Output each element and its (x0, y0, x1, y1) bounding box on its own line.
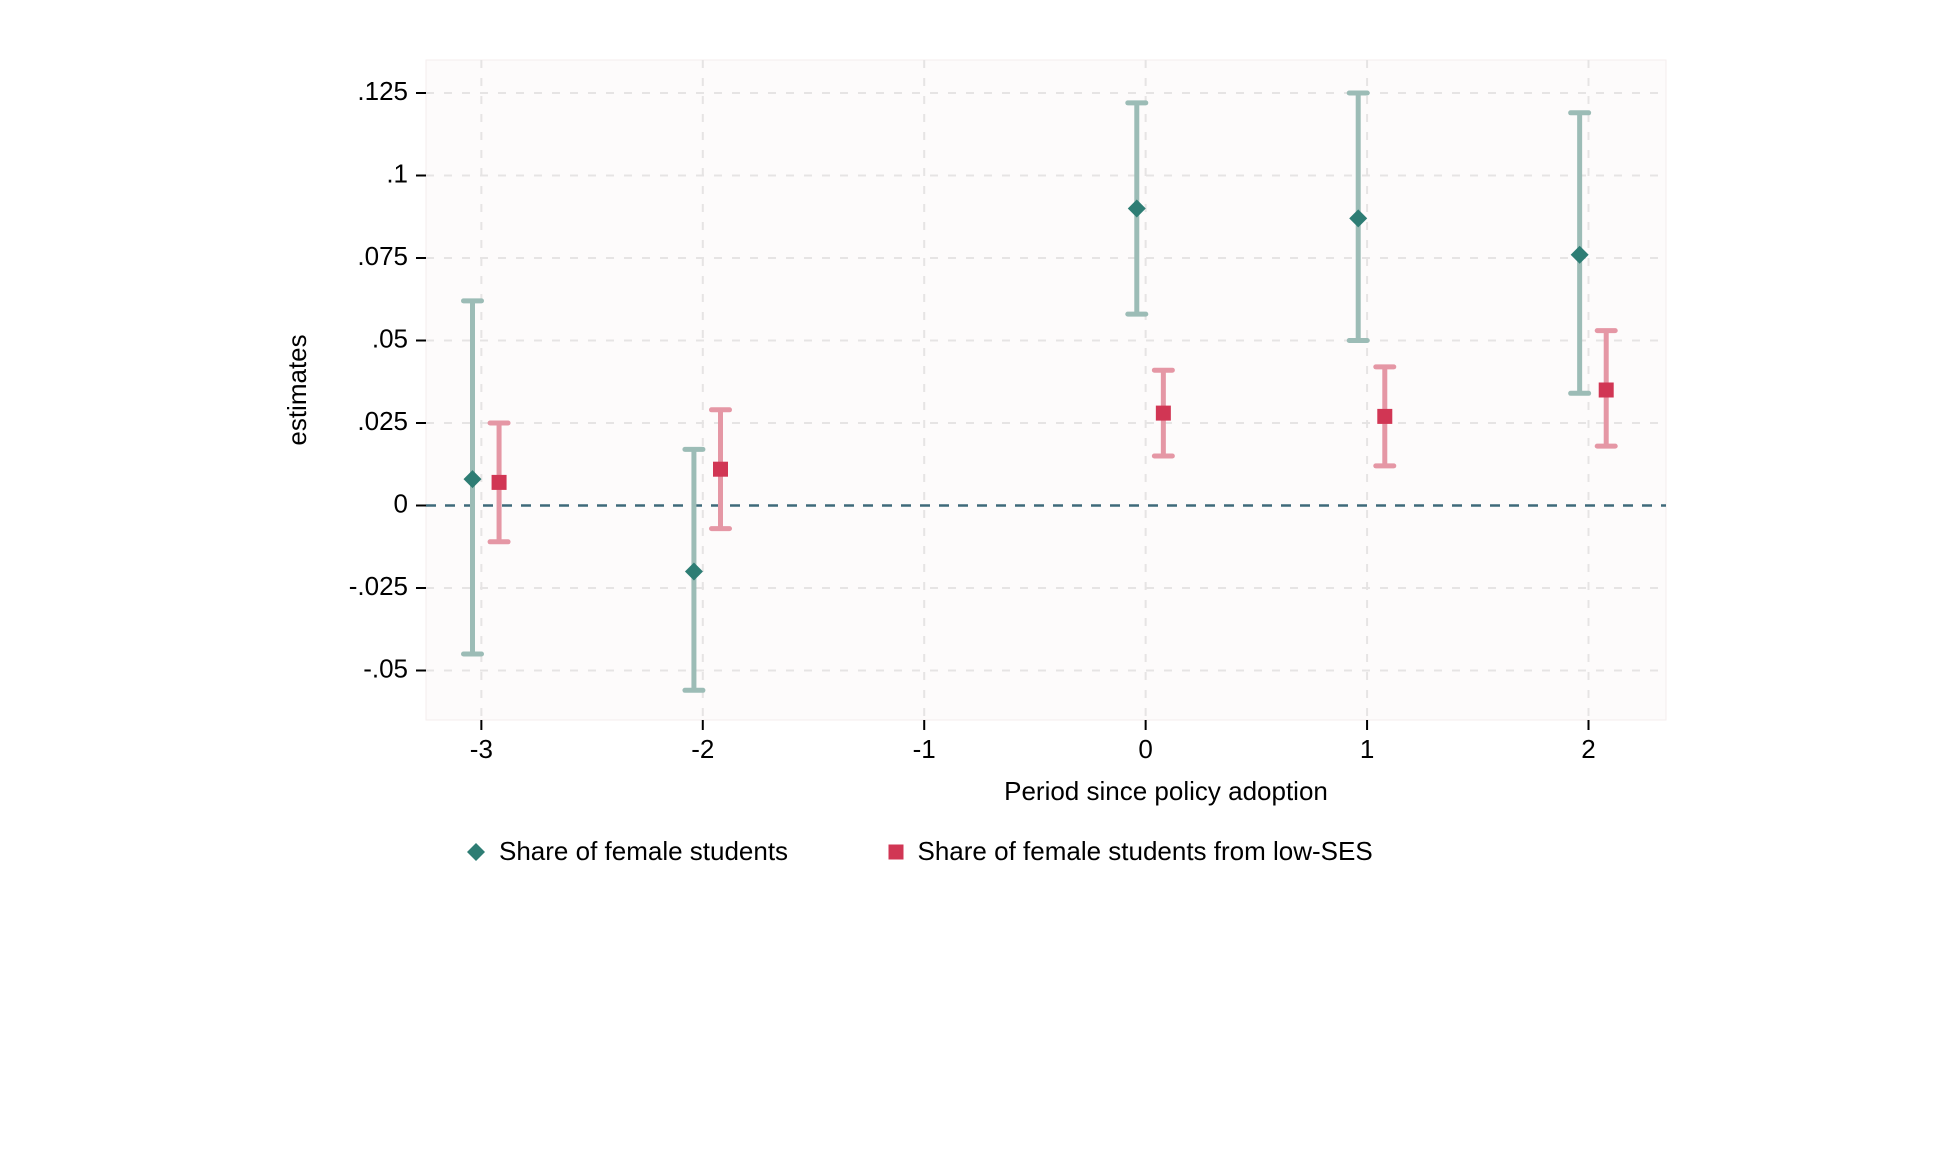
x-tick-label: 2 (1581, 734, 1595, 764)
y-tick-label: .05 (372, 323, 408, 353)
y-tick-label: -.05 (363, 653, 408, 683)
x-tick-label: -2 (691, 734, 714, 764)
y-tick-label: -.025 (349, 571, 408, 601)
legend-marker-female (467, 843, 485, 861)
chart-svg: -.05 -.025 0 .025 .05 .075 .1 .125 -3 -2 -1 0 1 2 esti… (246, 20, 1694, 890)
y-tick-label: .1 (386, 158, 408, 188)
legend-label-female: Share of female students (499, 836, 788, 866)
event-study-chart: -.05 -.025 0 .025 .05 .075 .1 .125 -3 -2 -1 0 1 2 esti… (246, 20, 1694, 890)
plot-background (426, 60, 1666, 720)
x-tick-label: -3 (470, 734, 493, 764)
point-marker (1599, 383, 1614, 398)
y-axis-label: estimates (282, 334, 312, 445)
x-axis-label: Period since policy adoption (1004, 776, 1328, 806)
y-tick-label: .075 (357, 241, 408, 271)
point-marker (492, 475, 507, 490)
legend: Share of female students Share of female … (467, 836, 1373, 866)
y-tick-label: .025 (357, 406, 408, 436)
legend-marker-low_ses (889, 845, 904, 860)
point-marker (713, 462, 728, 477)
legend-label-low_ses: Share of female students from low-SES (918, 836, 1373, 866)
y-tick-label: .125 (357, 76, 408, 106)
y-tick-label: 0 (394, 488, 408, 518)
point-marker (1156, 406, 1171, 421)
x-tick-label: -1 (913, 734, 936, 764)
x-tick-label: 1 (1360, 734, 1374, 764)
x-tick-label: 0 (1138, 734, 1152, 764)
point-marker (1377, 409, 1392, 424)
